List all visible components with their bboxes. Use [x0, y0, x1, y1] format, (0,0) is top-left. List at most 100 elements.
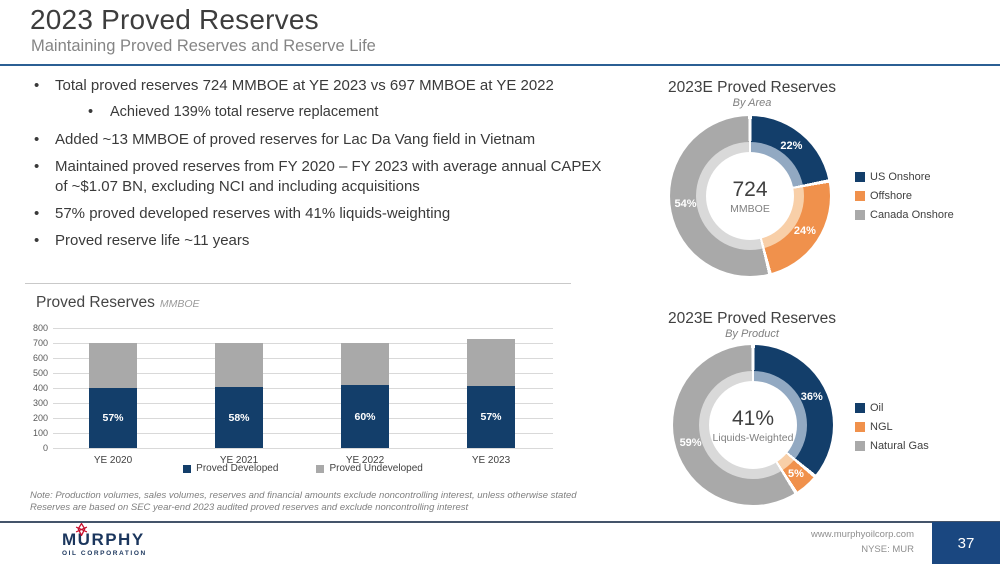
bar-segment-undeveloped: [89, 343, 137, 389]
footer-ticker: NYSE: MUR: [861, 544, 914, 555]
y-axis-tick: 600: [32, 353, 48, 363]
bar-segment-undeveloped: [215, 343, 263, 388]
navy-swatch-icon: [183, 464, 192, 473]
legend-swatch-icon: [855, 441, 865, 451]
legend-label: Natural Gas: [870, 440, 929, 452]
legend-label: NGL: [870, 421, 893, 433]
bar-percent-label: 58%: [228, 411, 250, 424]
gridline: [53, 358, 553, 359]
barchart-divider: [25, 283, 571, 284]
donut-area-title: 2023E Proved Reserves: [667, 79, 836, 96]
donut-center-value: 41%: [731, 406, 775, 430]
donut-area-subtitle: By Area: [732, 97, 772, 109]
legend-swatch-icon: [855, 422, 865, 432]
bar-segment-undeveloped: [467, 339, 515, 387]
legend-label: Canada Onshore: [870, 209, 954, 221]
legend-label: Proved Developed: [196, 463, 279, 474]
murphy-logo: MURPHY OIL CORPORATION: [62, 523, 147, 557]
donut-product-subtitle: By Product: [725, 328, 779, 340]
bullet-list: Total proved reserves 724 MMBOE at YE 20…: [30, 76, 618, 258]
bullet-item: Added ~13 MMBOE of proved reserves for L…: [30, 130, 618, 150]
bullet-item: Proved reserve life ~11 years: [30, 231, 618, 251]
legend-item-natural-gas: Natural Gas: [855, 440, 929, 452]
legend-label: Oil: [870, 402, 884, 414]
legend-item-us-onshore: US Onshore: [855, 171, 954, 183]
donut-center: 724 MMBOE: [706, 152, 794, 240]
slice-percent-label: 5%: [788, 467, 804, 480]
y-axis-tick: 500: [32, 368, 48, 378]
x-axis-label: YE 2023: [471, 455, 511, 466]
logo-subtext: OIL CORPORATION: [62, 550, 147, 557]
header-divider: [0, 64, 1000, 66]
slice-percent-label: 59%: [679, 437, 702, 450]
bar-plot: 0 100 200 300 400 500 600 700 800 57% YE 2020 58% YE…: [33, 323, 553, 466]
legend-label: US Onshore: [870, 171, 931, 183]
legend-swatch-icon: [855, 191, 865, 201]
bar-segment-developed: 57%: [467, 386, 515, 448]
slice-percent-label: 54%: [674, 198, 697, 211]
y-axis-tick: 700: [32, 338, 48, 348]
slice-percent-label: 22%: [780, 139, 803, 152]
gray-swatch-icon: [316, 464, 325, 473]
page-subtitle: Maintaining Proved Reserves and Reserve …: [31, 37, 376, 55]
legend-item-proved-undeveloped: Proved Undeveloped: [316, 463, 423, 474]
bullet-item: 57% proved developed reserves with 41% l…: [30, 204, 618, 224]
bar-segment-developed: 57%: [89, 388, 137, 448]
y-axis-tick: 300: [32, 398, 48, 408]
legend-item-proved-developed: Proved Developed: [183, 463, 278, 474]
donut-area-legend: US Onshore Offshore Canada Onshore: [855, 171, 954, 228]
barchart-unit-label: MMBOE: [159, 298, 200, 310]
gridline: [53, 388, 553, 389]
legend-item-ngl: NGL: [855, 421, 929, 433]
gridline: [53, 373, 553, 374]
legend-swatch-icon: [855, 172, 865, 182]
footnote-line-2: Reserves are based on SEC year-end 2023 …: [30, 502, 469, 513]
bar-ye-2022: 60%: [341, 343, 389, 448]
donut-product-title: 2023E Proved Reserves: [667, 310, 836, 327]
x-axis-label: YE 2021: [219, 455, 259, 466]
bullet-item: Achieved 139% total reserve replacement: [30, 103, 618, 123]
bullet-item: Maintained proved reserves from FY 2020 …: [30, 157, 618, 197]
footnote-line-1: Note: Production volumes, sales volumes,…: [30, 490, 577, 501]
legend-item-offshore: Offshore: [855, 190, 954, 202]
bar-ye-2021: 58%: [215, 343, 263, 448]
gridline: [53, 343, 553, 344]
gridline: [53, 403, 553, 404]
y-axis-tick: 400: [32, 383, 48, 393]
legend-item-canada-onshore: Canada Onshore: [855, 209, 954, 221]
bar-segment-developed: 58%: [215, 387, 263, 448]
footer-divider: [0, 521, 1000, 523]
footer-contact: www.murphyoilcorp.com NYSE: MUR: [811, 527, 914, 557]
donut-center-label: MMBOE: [730, 202, 770, 215]
barchart-title: Proved Reserves MMBOE: [36, 294, 200, 312]
page-number-badge: 37: [932, 522, 1000, 564]
donut-center: 41% Liquids-Weighted: [709, 381, 797, 469]
x-axis-label: YE 2020: [93, 455, 133, 466]
slice-percent-label: 24%: [793, 224, 816, 237]
bar-ye-2020: 57%: [89, 343, 137, 448]
bar-legend: Proved Developed Proved Undeveloped: [53, 463, 553, 474]
x-axis-label: YE 2022: [345, 455, 385, 466]
barchart-title-text: Proved Reserves: [36, 294, 155, 311]
gridline: [53, 418, 553, 419]
donut-center-label: Liquids-Weighted: [712, 431, 794, 444]
legend-label: Offshore: [870, 190, 912, 202]
gridline: [53, 433, 553, 434]
page-title: 2023 Proved Reserves: [30, 4, 319, 35]
donut-chart-product: 41% Liquids-Weighted 36% 5% 59%: [673, 345, 833, 505]
bullet-item: Total proved reserves 724 MMBOE at YE 20…: [30, 76, 618, 96]
bar-ye-2023: 57%: [467, 339, 515, 448]
legend-label: Proved Undeveloped: [329, 463, 423, 474]
legend-item-oil: Oil: [855, 402, 929, 414]
gridline: [53, 328, 553, 329]
y-axis-tick: 800: [32, 323, 48, 333]
legend-swatch-icon: [855, 403, 865, 413]
bar-percent-label: 57%: [480, 411, 502, 424]
bar-percent-label: 60%: [354, 410, 376, 423]
bar-percent-label: 57%: [102, 412, 124, 425]
donut-chart-area: 724 MMBOE 22% 24% 54%: [670, 116, 830, 276]
star-icon: [75, 523, 88, 536]
slice-percent-label: 36%: [800, 391, 823, 404]
bar-segment-developed: 60%: [341, 385, 389, 448]
